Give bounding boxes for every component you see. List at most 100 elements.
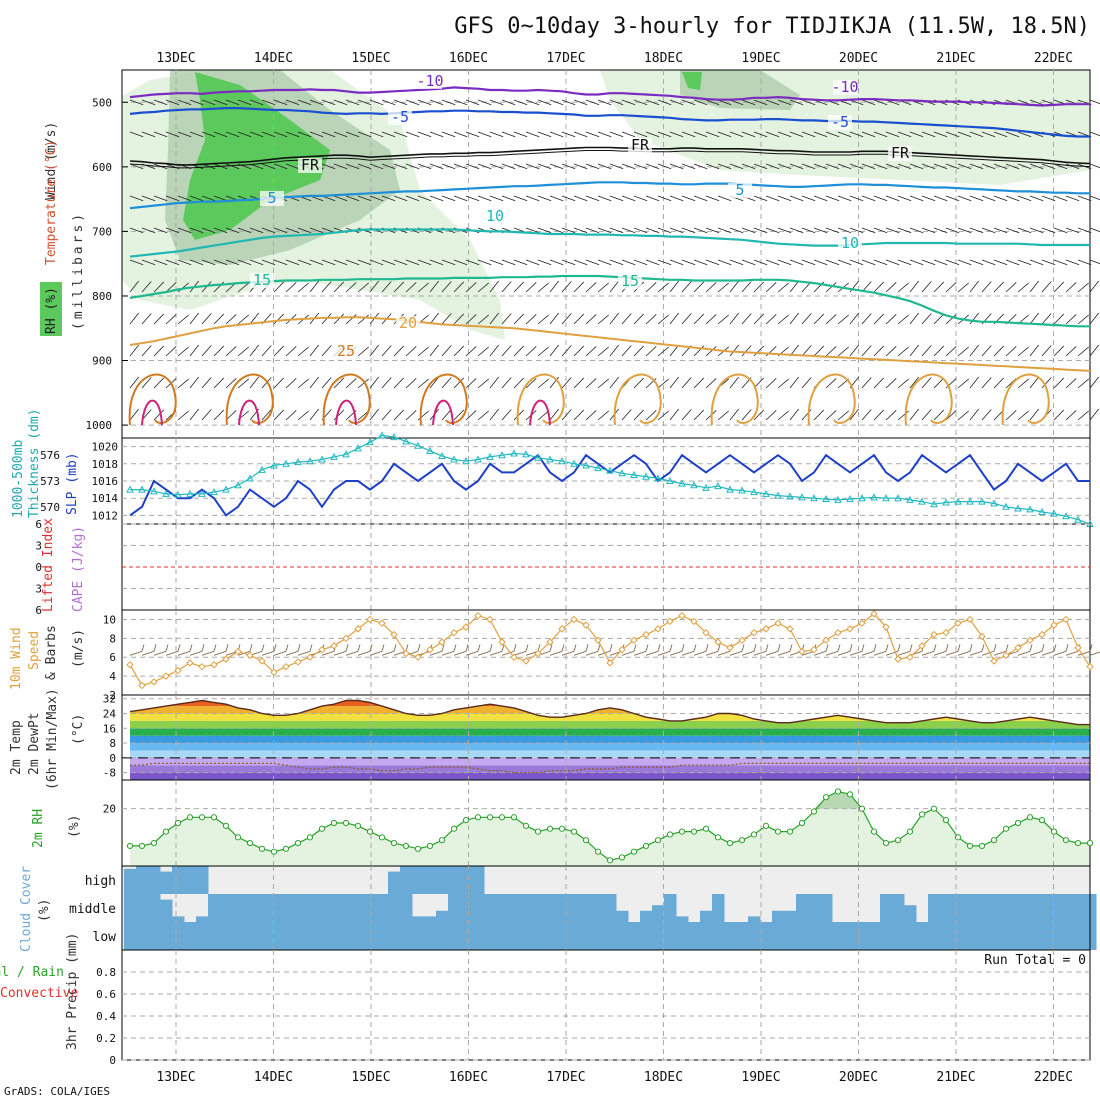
wind-barb [333, 99, 348, 106]
wind10-barb [945, 650, 959, 656]
wind10-barb [201, 650, 215, 656]
wind-barb [765, 314, 777, 325]
wind-barb [729, 312, 740, 325]
wind-tick-label: 6 [109, 651, 116, 664]
rh2m-marker [450, 825, 458, 832]
isotherm-25-loop [613, 373, 662, 426]
wind-barb [405, 282, 417, 293]
wind-barb [357, 282, 369, 293]
wind10-barb [345, 650, 359, 656]
wind10-label-1: 10m Wind [9, 627, 24, 690]
wind-barb [945, 314, 957, 325]
precip-tick-label: 0.8 [96, 966, 116, 979]
wind10-barb [549, 650, 563, 656]
wind-barb [681, 313, 692, 325]
cloud-bar-cloud_mid [784, 910, 797, 922]
wind-barb [237, 378, 249, 389]
wind-barb [813, 345, 825, 357]
wind-barb [885, 378, 897, 389]
wind-barb [273, 131, 288, 138]
wind-barb [645, 282, 657, 293]
rh2m-marker [402, 842, 410, 850]
wind10-barb-flag [141, 644, 145, 652]
wind-barb [597, 282, 609, 293]
wind-barb [417, 346, 429, 357]
wind-barb [129, 259, 144, 266]
wind-barb [669, 259, 684, 266]
wind10-barb [753, 650, 767, 656]
cloud-bar-cloud_low [460, 922, 473, 950]
wind-barb [765, 227, 780, 234]
wind-barb [1077, 378, 1089, 389]
wind-barb [1017, 378, 1029, 389]
cloud-bar-cloud_low [952, 922, 965, 950]
wind-barb [921, 259, 936, 266]
wind-barb [717, 163, 732, 170]
cloud-bar-cloud_mid [556, 894, 569, 922]
wind10-barb-flag [477, 644, 481, 652]
wind-barb [969, 280, 980, 293]
wind-barb [225, 259, 240, 266]
wind-barb [909, 344, 920, 357]
precip-tick-label: 0 [109, 1054, 116, 1067]
isotherm-25-loop [128, 373, 177, 426]
thickness-marker [294, 458, 302, 466]
contour-label-bg [628, 138, 652, 153]
upper-label-wind: Wind (m/s) [44, 122, 59, 200]
wind-barb [813, 259, 828, 266]
wind-barb [789, 408, 800, 421]
wind-barb [141, 227, 156, 234]
wind10-marker [150, 678, 158, 686]
wind-barb [621, 345, 632, 357]
wind-barb [273, 99, 288, 106]
wind-barb [429, 99, 444, 106]
wind10-barb [297, 650, 311, 656]
wind-barb [453, 409, 465, 421]
wind-barb [225, 346, 237, 357]
wind-barb [525, 282, 537, 293]
cloud-bar-cloud_low [400, 922, 413, 950]
isotherm-temp_10 [129, 228, 1090, 258]
cloud-bar-cloud_low [1048, 922, 1061, 950]
wind10-barb [357, 650, 371, 656]
wind-barb [1053, 313, 1065, 325]
wind10-barb-flag [465, 644, 469, 652]
wind10-barb [849, 650, 863, 656]
wind10-marker [306, 653, 314, 661]
wind-barb [153, 345, 165, 357]
wind-barb [549, 376, 560, 389]
wind-barb [381, 377, 392, 389]
wind-barb [837, 410, 849, 421]
wind-barb [369, 280, 380, 293]
cloud-bar-cloud_low [976, 922, 989, 950]
wind-barb [609, 259, 624, 266]
cloud-bar-cloud_mid [412, 916, 425, 922]
cloud-bar-cloud_low [904, 922, 917, 950]
upper-label-millibars: (millibars) [71, 211, 86, 330]
thickness-marker [630, 470, 638, 478]
wind-barb [585, 259, 600, 266]
wind10-barb-flag [153, 644, 157, 652]
top-date-label: 13DEC [156, 51, 195, 66]
wind-barb [789, 312, 800, 325]
wind-barb [1041, 345, 1052, 357]
wind-barb [441, 313, 452, 325]
rh2m-marker [786, 828, 794, 835]
rh2m-marker [306, 834, 314, 841]
wind10-marker [198, 662, 206, 671]
wind-barb [885, 195, 900, 202]
temp-unit: (°C) [71, 714, 86, 745]
cloud-bar-cloud_high [196, 866, 209, 894]
cloud-bar-cloud_low [844, 922, 857, 950]
wind10-marker [798, 647, 806, 656]
wind-barb [261, 259, 276, 266]
wind-tick-label: 8 [109, 632, 116, 645]
temp-band [130, 743, 1090, 751]
wind-barb [993, 281, 1005, 293]
wind10-marker [558, 625, 566, 633]
wind-barb [969, 163, 984, 170]
cloud-bar-cloud_low [880, 922, 893, 950]
wind-barb [525, 163, 540, 170]
wind-barb [189, 376, 200, 389]
rh2m-marker [546, 825, 554, 832]
